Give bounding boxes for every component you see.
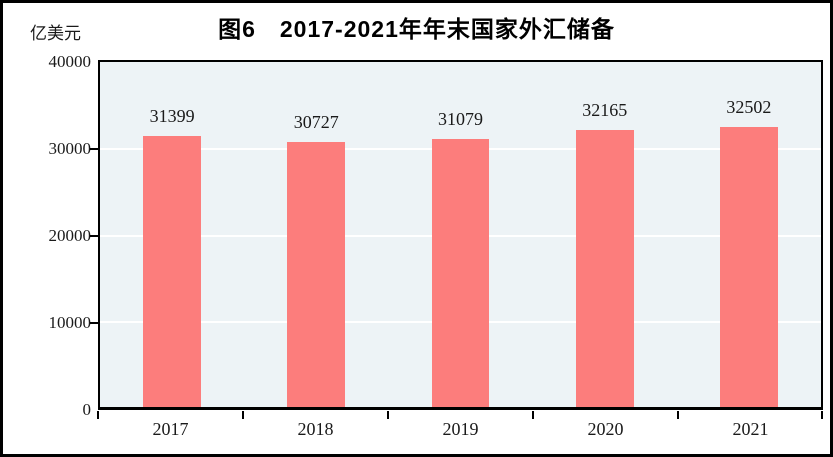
data-label: 31399 xyxy=(149,106,195,127)
y-axis-tick-label: 40000 xyxy=(48,52,92,71)
y-axis-tick-label: 20000 xyxy=(48,226,92,245)
bar-2019 xyxy=(431,138,490,407)
bar-2018 xyxy=(287,141,346,407)
y-axis-tick-mark xyxy=(90,322,98,324)
bar-group-2017: 31399 xyxy=(100,62,244,407)
bar-group-2019: 31079 xyxy=(388,62,532,407)
x-axis-tick-mark xyxy=(97,411,99,419)
x-axis-tick-label: 2020 xyxy=(587,419,624,439)
bar-2021 xyxy=(720,126,778,407)
x-axis-tick-label: 2019 xyxy=(442,419,479,439)
bar-2017 xyxy=(143,136,201,407)
bar-group-2021: 32502 xyxy=(677,62,821,407)
data-label: 30727 xyxy=(293,111,339,132)
x-axis-tick-mark xyxy=(821,411,823,419)
x-axis-tick-mark xyxy=(242,411,244,419)
y-axis-tick-mark xyxy=(90,148,98,150)
bar-2020 xyxy=(575,129,634,407)
x-axis-tick-label: 2021 xyxy=(732,419,769,439)
bar-group-2018: 30727 xyxy=(244,62,388,407)
y-axis-unit-label: 亿美元 xyxy=(30,24,81,43)
x-axis-labels: 2017 2018 2019 2020 2021 xyxy=(98,419,823,440)
x-axis-tick-mark xyxy=(387,411,389,419)
x-axis-tick-label: 2017 xyxy=(152,419,189,439)
y-axis-tick-label: 30000 xyxy=(48,139,92,158)
plot-area: 31399 30727 31079 32165 32502 xyxy=(98,60,823,410)
y-axis-tick-label: 10000 xyxy=(48,313,92,332)
bar-group-2020: 32165 xyxy=(533,62,677,407)
x-axis-tick-mark xyxy=(532,411,534,419)
y-axis-tick-mark xyxy=(90,235,98,237)
chart-title: 图6 2017-2021年年末国家外汇储备 xyxy=(218,16,615,42)
y-axis-tick-label: 0 xyxy=(82,400,92,419)
data-label: 32502 xyxy=(726,96,772,117)
bar-series: 31399 30727 31079 32165 32502 xyxy=(100,62,821,407)
data-label: 31079 xyxy=(438,108,483,129)
x-axis-tick-mark xyxy=(677,411,679,419)
x-axis-tick-label: 2018 xyxy=(297,419,334,439)
data-label: 32165 xyxy=(582,99,628,120)
